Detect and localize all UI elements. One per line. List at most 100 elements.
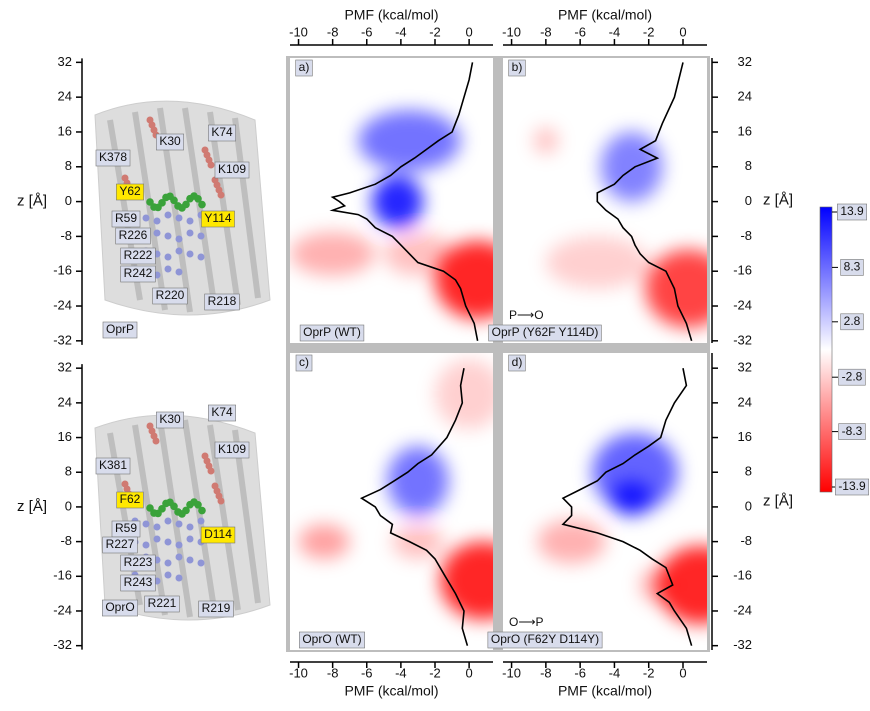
y-tick-label: -8 <box>740 533 752 548</box>
residue-label-bg <box>95 457 131 475</box>
residue-label-bg <box>144 595 180 613</box>
z-tick-label: -32 <box>53 637 72 652</box>
z-tick-label: 32 <box>58 54 72 69</box>
x-tick-label: -4 <box>609 24 621 39</box>
x-tick-label: -2 <box>429 24 441 39</box>
structure-name: OprO <box>105 600 134 614</box>
panel-title-bg <box>299 324 365 342</box>
y-tick-label: 8 <box>745 464 752 479</box>
y-tick-label: -16 <box>733 568 752 583</box>
panel-label: b) <box>512 60 523 74</box>
residue-label-box: R221 <box>144 595 180 613</box>
bead <box>164 559 172 567</box>
residue-label-bg <box>116 491 144 509</box>
z-axis-title: z [Å] <box>17 193 47 210</box>
pmf-line <box>329 62 479 341</box>
z-tick-label: -32 <box>53 332 72 347</box>
residue-label: F62 <box>120 492 141 506</box>
z-tick-label: 8 <box>65 464 72 479</box>
colorbar <box>819 206 833 493</box>
bead <box>186 250 194 258</box>
residue-label-box: R242 <box>120 265 156 283</box>
residue-label: K109 <box>218 162 246 176</box>
panel-label: d) <box>512 355 523 369</box>
residue-label-box: K74 <box>208 124 236 142</box>
structure-name-box: OprO <box>102 599 138 617</box>
x-axis-title: PMF (kcal/mol) <box>344 7 438 23</box>
y-tick-label: -8 <box>740 228 752 243</box>
bead <box>207 467 215 475</box>
bead <box>153 523 161 531</box>
residue-label-bg <box>208 124 236 142</box>
colorbar-label: 8.3 <box>844 260 861 274</box>
residue-label: R222 <box>124 248 153 262</box>
panel-label-bg <box>295 59 313 77</box>
x-axis-title: PMF (kcal/mol) <box>558 683 652 699</box>
residue-label-box: Y62 <box>116 183 144 201</box>
x-tick-label: -4 <box>395 24 407 39</box>
residue-label-bg <box>200 526 236 544</box>
bead <box>164 538 172 546</box>
residue-label-box: D114 <box>200 526 236 544</box>
bead <box>164 232 172 240</box>
density-blob <box>545 236 649 289</box>
residue-label: R219 <box>202 601 231 615</box>
panel-title: OprO (WT) <box>302 632 361 646</box>
bead <box>153 535 161 543</box>
bead <box>175 268 183 276</box>
bead <box>175 541 183 549</box>
panel-title-bg <box>299 631 365 649</box>
bead <box>164 253 172 261</box>
residue-label: R218 <box>208 294 237 308</box>
x-tick-label: -6 <box>574 24 586 39</box>
residue-label: R59 <box>115 521 137 535</box>
bead <box>217 497 225 505</box>
y-tick-label: 32 <box>738 54 752 69</box>
panel-title-box: OprP (Y62F Y114D) <box>488 324 602 342</box>
residue-label-bg <box>102 536 138 554</box>
x-tick-label: -2 <box>643 665 655 680</box>
structure-name: OprP <box>106 322 134 336</box>
density-blob <box>358 110 461 172</box>
residue-label-bg <box>198 600 234 618</box>
heatmap <box>290 62 493 341</box>
residue-label-bg <box>116 183 144 201</box>
y-tick-label: 0 <box>745 498 752 513</box>
panel-title-box: OprO (F62Y D114Y) <box>487 631 603 649</box>
density-blob <box>440 541 493 620</box>
density-blob <box>600 131 663 202</box>
heatmap <box>537 368 707 646</box>
bead <box>175 235 183 243</box>
colorbar-label: -8.3 <box>842 424 863 438</box>
residue-label-box: R219 <box>198 600 234 618</box>
residue-label-box: R243 <box>120 574 156 592</box>
bead <box>152 437 160 445</box>
residue-label: R226 <box>119 228 148 242</box>
bead <box>197 232 205 240</box>
x-tick-label: -8 <box>327 24 339 39</box>
colorbar-label-box: -13.9 <box>835 478 869 496</box>
bead <box>153 217 161 225</box>
z-tick-label: 24 <box>58 394 72 409</box>
colorbar-label-box: -2.8 <box>838 368 866 386</box>
colorbar-label: -2.8 <box>842 369 863 383</box>
bead <box>142 541 150 549</box>
y-tick-label: 24 <box>738 89 752 104</box>
colorbar-label: 2.8 <box>844 314 861 328</box>
bead <box>175 214 183 222</box>
bead <box>207 161 215 169</box>
residue-label-bg <box>201 210 235 228</box>
x-tick-label: -2 <box>429 665 441 680</box>
residue-label-box: R227 <box>102 536 138 554</box>
residue-label: K74 <box>211 125 233 139</box>
y-tick-label: -24 <box>733 602 752 617</box>
residue-label: R220 <box>156 288 185 302</box>
residue-label-bg <box>120 554 156 572</box>
structure-name-bg <box>102 599 138 617</box>
annotation: O⟶P <box>509 615 544 629</box>
density-blob <box>298 524 350 559</box>
panel-label-box: d) <box>508 354 526 372</box>
density-blob <box>290 232 376 276</box>
bead <box>164 265 172 273</box>
residue-label: K378 <box>99 150 127 164</box>
